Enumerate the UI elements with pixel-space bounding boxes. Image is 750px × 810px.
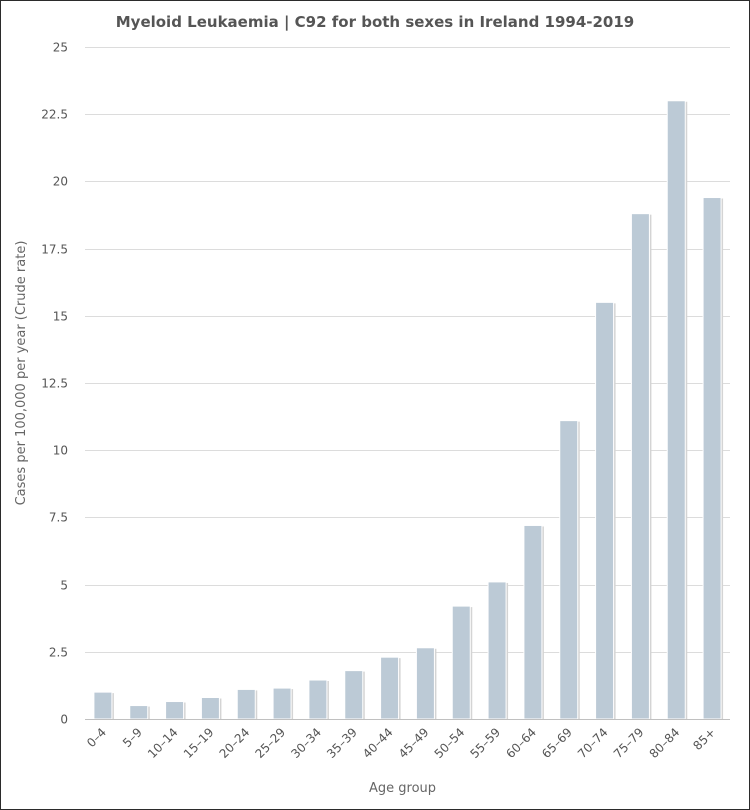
bar[interactable] [165, 701, 185, 720]
bar[interactable] [630, 213, 650, 720]
x-tick-labels: 0–4 5–9 10–14 15–19 20–24 25–29 30–34 35–39 40–4… [84, 725, 718, 761]
bar[interactable] [415, 647, 435, 720]
bar[interactable] [666, 100, 686, 720]
x-tick-label: 35–39 [324, 725, 360, 761]
bar[interactable] [380, 656, 400, 720]
y-tick-label: 2.5 [49, 646, 68, 660]
chart-title: Myeloid Leukaemia | C92 for both sexes i… [115, 13, 635, 31]
y-tick-label: 20 [53, 175, 68, 189]
x-tick-label: 30–34 [288, 725, 324, 761]
bar[interactable] [559, 420, 579, 720]
bar[interactable] [236, 688, 256, 720]
y-tick-labels: 0 2.5 5 7.5 10 12.5 15 17.5 20 22.5 25 [41, 41, 68, 727]
x-axis-title: Age group [369, 781, 436, 796]
bar[interactable] [93, 691, 113, 720]
x-tick-label: 80–84 [647, 725, 683, 761]
y-axis-title: Cases per 100,000 per year (Crude rate) [14, 241, 29, 506]
y-tick-label: 25 [53, 41, 68, 55]
bar[interactable] [487, 581, 507, 720]
y-tick-label: 15 [53, 310, 68, 324]
bars [93, 100, 724, 720]
x-tick-label: 20–24 [217, 725, 253, 761]
y-tick-label: 12.5 [41, 377, 68, 391]
x-tick-label: 85+ [690, 725, 718, 753]
bar[interactable] [272, 687, 292, 720]
y-tick-label: 0 [60, 713, 68, 727]
x-tick-label: 40–44 [360, 725, 396, 761]
bar[interactable] [308, 679, 328, 720]
x-tick-label: 70–74 [575, 725, 611, 761]
bar[interactable] [595, 301, 615, 720]
bar[interactable] [451, 605, 471, 720]
y-tick-label: 5 [60, 579, 68, 593]
x-tick-label: 0–4 [84, 725, 109, 750]
x-tick-label: 60–64 [503, 725, 539, 761]
x-tick-label: 5–9 [120, 725, 145, 750]
x-tick-label: 75–79 [611, 725, 647, 761]
y-tick-label: 22.5 [41, 108, 68, 122]
y-tick-label: 17.5 [41, 243, 68, 257]
x-tick-label: 10–14 [145, 725, 181, 761]
bar[interactable] [129, 705, 149, 720]
x-tick-label: 50–54 [432, 725, 468, 761]
x-tick-label: 55–59 [467, 725, 503, 761]
x-tick-label: 25–29 [252, 725, 288, 761]
x-tick-label: 45–49 [396, 725, 432, 761]
bar[interactable] [200, 696, 220, 720]
gridlines [85, 47, 730, 653]
bar[interactable] [523, 524, 543, 720]
bar[interactable] [344, 670, 364, 720]
y-tick-label: 7.5 [49, 511, 68, 525]
bar[interactable] [702, 197, 722, 720]
y-tick-label: 10 [53, 444, 68, 458]
x-tick-label: 15–19 [181, 725, 217, 761]
x-tick-label: 65–69 [539, 725, 575, 761]
